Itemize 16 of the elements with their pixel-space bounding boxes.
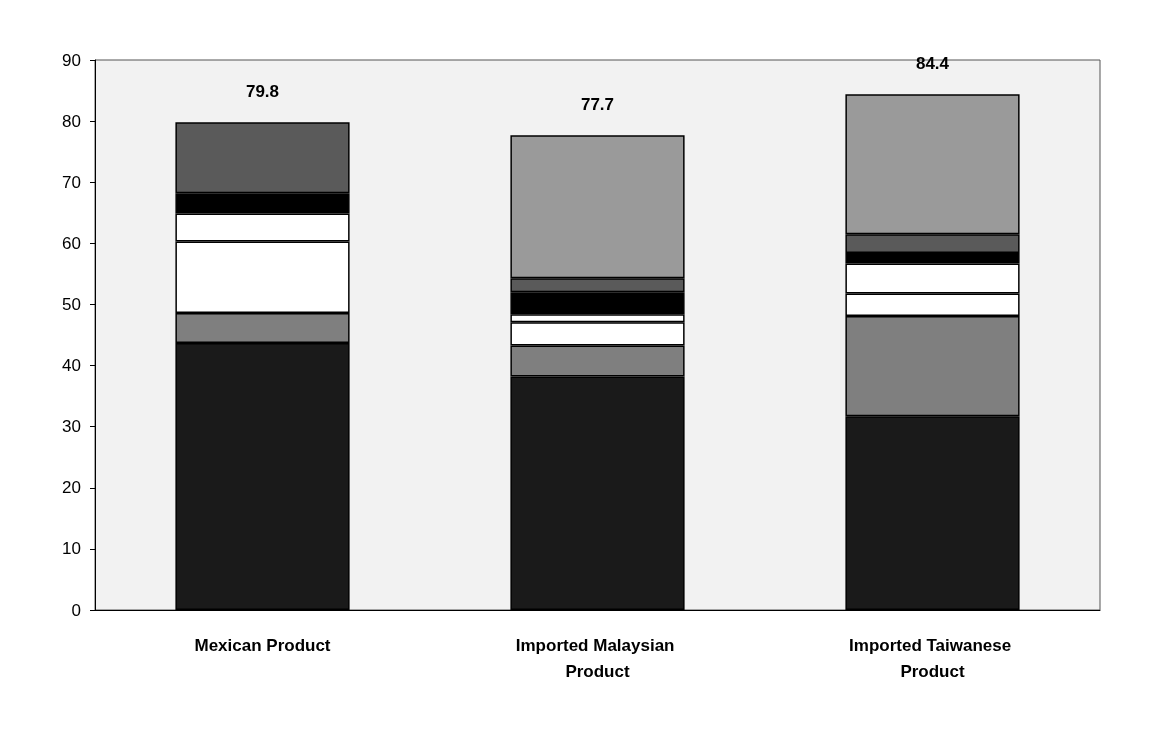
x-tick-label: Imported Malaysian Product (515, 635, 680, 681)
y-tick-label: 20 (62, 478, 81, 498)
total-label: 84.4 (915, 54, 950, 74)
y-tick-label: 30 (62, 417, 81, 437)
y-tick-label: 10 (62, 539, 81, 559)
y-tick-label: 90 (62, 50, 81, 70)
y-tick-label: 0 (71, 600, 81, 620)
y-tick-label: 50 (62, 294, 81, 314)
total-label: 77.7 (580, 95, 615, 115)
y-tick-label: 80 (62, 111, 81, 131)
x-tick-label: Imported Taiwanese Product (849, 635, 1016, 681)
y-tick-label: 70 (62, 172, 81, 192)
x-tick-label: Mexican Product (194, 635, 331, 655)
total-label: 79.8 (245, 82, 280, 102)
y-tick-label: 40 (62, 356, 81, 376)
y-tick-label: 60 (62, 233, 81, 253)
